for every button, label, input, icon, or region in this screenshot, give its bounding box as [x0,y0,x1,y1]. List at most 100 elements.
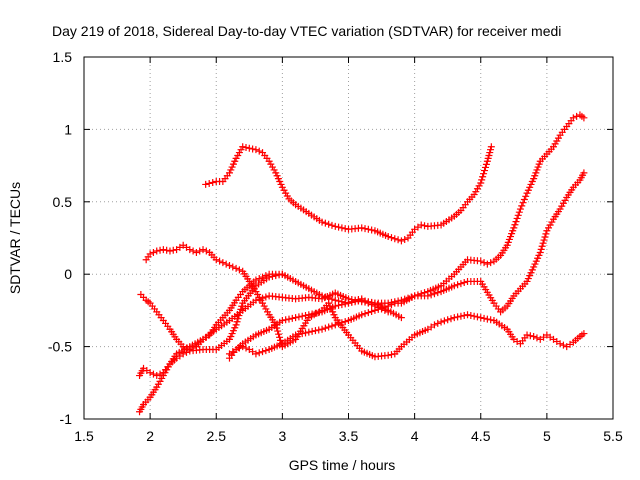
data-point [338,301,346,309]
data-point [556,340,564,348]
data-point [437,318,445,326]
data-point [358,224,366,232]
data-point [318,218,326,226]
data-point [450,282,458,290]
data-point [255,295,263,303]
data-point [537,245,545,253]
y-axis-label: SDTVAR / TECUs [7,182,23,294]
y-tick-label: 1 [64,121,72,137]
data-point [371,302,379,310]
data-point [209,178,217,186]
data-point [516,205,524,213]
data-point [519,199,527,207]
data-point [580,330,588,338]
data-point [515,208,523,216]
data-point [384,351,392,359]
data-point [540,236,548,244]
data-point [368,301,376,309]
data-point [252,350,260,358]
data-point [351,296,359,304]
data-point [512,218,520,226]
data-point [541,233,549,241]
data-point [331,321,339,329]
series-arc-6 [225,169,588,358]
data-point [275,271,283,279]
data-point [569,114,577,122]
x-tick-label: 3 [278,428,286,444]
data-point [368,307,376,315]
data-point [450,314,458,322]
data-point [242,144,250,151]
data-point [364,309,372,317]
data-point [156,370,164,378]
data-point [397,314,405,322]
data-point [341,318,349,326]
data-point [308,327,316,335]
data-point [384,308,392,316]
x-tick-label: 5.5 [603,428,623,444]
data-point [424,292,432,300]
data-point [338,224,346,232]
data-point [417,221,425,229]
data-point [233,318,241,326]
series-arc-5 [136,111,588,416]
data-point [239,143,247,151]
data-point [219,259,227,267]
data-point [364,299,372,307]
data-point [163,246,171,254]
data-point [295,313,303,321]
data-point [153,372,161,380]
data-point [354,296,362,304]
data-point [483,260,491,268]
data-point [477,179,485,187]
data-point [513,214,521,222]
data-point [434,289,442,297]
data-point [242,344,250,352]
data-point [530,332,538,340]
grid-layer [84,57,613,419]
data-point [192,248,200,256]
data-point [538,242,546,250]
data-point [305,328,313,336]
data-point [302,311,310,319]
data-point [345,299,352,307]
data-point [285,315,293,323]
data-point [186,246,194,254]
data-point [480,170,488,178]
data-point [454,281,462,289]
data-point [295,330,303,338]
x-tick-label: 1.5 [74,428,94,444]
data-point [335,301,343,309]
data-point [384,233,392,241]
x-tick-label: 3.5 [339,428,359,444]
data-point [282,316,290,324]
data-point [229,263,237,271]
data-point [272,272,280,280]
data-point [235,266,243,274]
data-point [156,246,164,254]
data-point [278,317,286,325]
data-point [520,195,528,203]
data-point [427,291,435,299]
data-point [325,323,333,331]
data-point [259,348,267,356]
data-point [473,313,481,321]
data-point [477,314,485,322]
data-point [338,319,346,327]
data-point [381,306,389,314]
data-point [189,247,197,255]
data-point [202,180,210,188]
data-point [464,311,472,319]
data-point [387,234,395,242]
data-point [275,330,283,338]
data-point [328,322,336,330]
data-point [205,179,213,187]
x-tick-label: 2.5 [207,428,227,444]
data-point [149,370,157,378]
data-point [440,317,448,325]
data-point [255,275,263,283]
data-point [315,326,323,334]
data-point [482,160,490,168]
data-point [523,331,531,339]
